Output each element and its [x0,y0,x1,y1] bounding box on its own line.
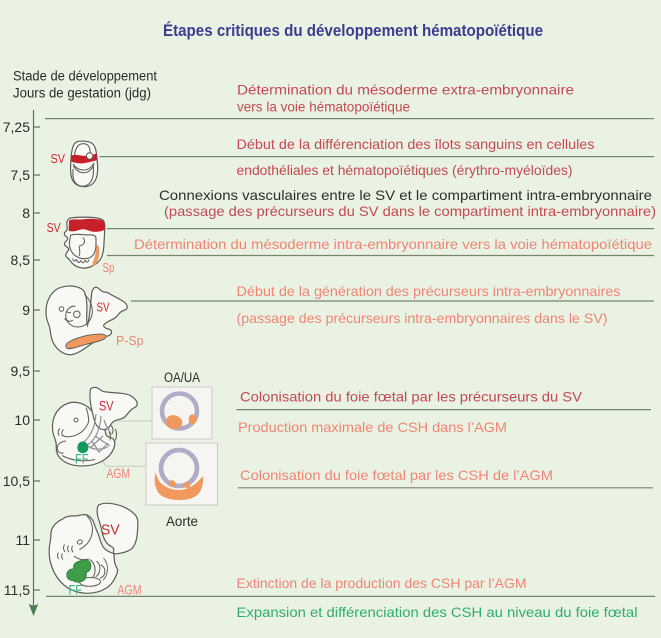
svg-text:Aorte: Aorte [166,513,198,529]
svg-text:SV: SV [47,220,61,235]
svg-text:Extinction de la production de: Extinction de la production des CSH par … [237,575,527,591]
svg-text:SV: SV [51,151,66,166]
svg-text:7,25: 7,25 [3,119,30,135]
svg-text:FF: FF [69,582,83,598]
svg-text:SV: SV [97,300,110,315]
svg-text:Colonisation du foie fœtal par: Colonisation du foie fœtal par les CSH d… [240,467,553,483]
svg-text:9,5: 9,5 [11,363,31,379]
svg-text:P-Sp: P-Sp [116,333,144,348]
svg-text:Jours de gestation (jdg): Jours de gestation (jdg) [13,86,151,101]
svg-text:Sp: Sp [103,260,115,275]
svg-text:Détermination du mésoderme int: Détermination du mésoderme intra-embryon… [134,236,652,252]
svg-text:7,5: 7,5 [11,167,31,183]
svg-text:SV: SV [99,398,114,414]
svg-text:11: 11 [15,532,30,548]
svg-text:8,5: 8,5 [11,252,31,268]
svg-text:vers la voie hématopoïétique: vers la voie hématopoïétique [237,99,410,115]
svg-text:10: 10 [14,412,30,428]
svg-text:OA/UA: OA/UA [164,370,200,385]
svg-text:Début de la génération des pré: Début de la génération des précurseurs i… [237,283,621,299]
svg-text:AGM: AGM [107,465,131,481]
svg-text:10,5: 10,5 [3,473,30,489]
svg-text:FF: FF [75,451,89,467]
svg-text:Expansion et différenciation d: Expansion et différenciation des CSH au … [237,604,638,620]
svg-text:Connexions vasculaires entre l: Connexions vasculaires entre le SV et le… [159,187,652,203]
svg-text:8: 8 [22,205,30,221]
svg-text:11,5: 11,5 [4,582,30,598]
svg-text:9: 9 [22,302,30,318]
svg-text:SV: SV [101,522,120,539]
svg-text:Étapes critiques du développem: Étapes critiques du développement hémato… [163,21,543,40]
svg-text:Début de la différenciation de: Début de la différenciation des îlots sa… [237,136,595,152]
svg-text:Production maximale de CSH dan: Production maximale de CSH dans l’AGM [238,419,507,435]
svg-text:endothéliales et hématopoïétiq: endothéliales et hématopoïétiques (éryth… [237,162,573,178]
svg-text:AGM: AGM [118,582,142,598]
svg-text:Stade de développement: Stade de développement [13,69,157,84]
svg-text:(passage des précurseurs intra: (passage des précurseurs intra-embryonna… [237,310,608,326]
svg-text:(passage des précurseurs du SV: (passage des précurseurs du SV dans le c… [164,203,656,219]
svg-text:Détermination du mésoderme ext: Détermination du mésoderme extra-embryon… [237,82,574,98]
svg-text:Colonisation du foie fœtal par: Colonisation du foie fœtal par les précu… [240,389,583,405]
